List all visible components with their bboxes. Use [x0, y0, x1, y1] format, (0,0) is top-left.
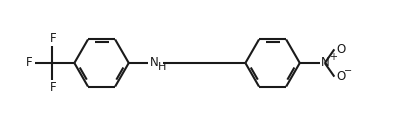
Text: O: O — [336, 70, 346, 83]
Text: F: F — [50, 33, 56, 45]
Text: −: − — [344, 66, 352, 76]
Text: +: + — [329, 52, 337, 62]
Text: F: F — [50, 81, 56, 93]
Text: O: O — [336, 43, 346, 56]
Text: N: N — [321, 56, 329, 70]
Text: F: F — [25, 56, 32, 70]
Text: H: H — [158, 62, 166, 72]
Text: N: N — [150, 56, 159, 70]
